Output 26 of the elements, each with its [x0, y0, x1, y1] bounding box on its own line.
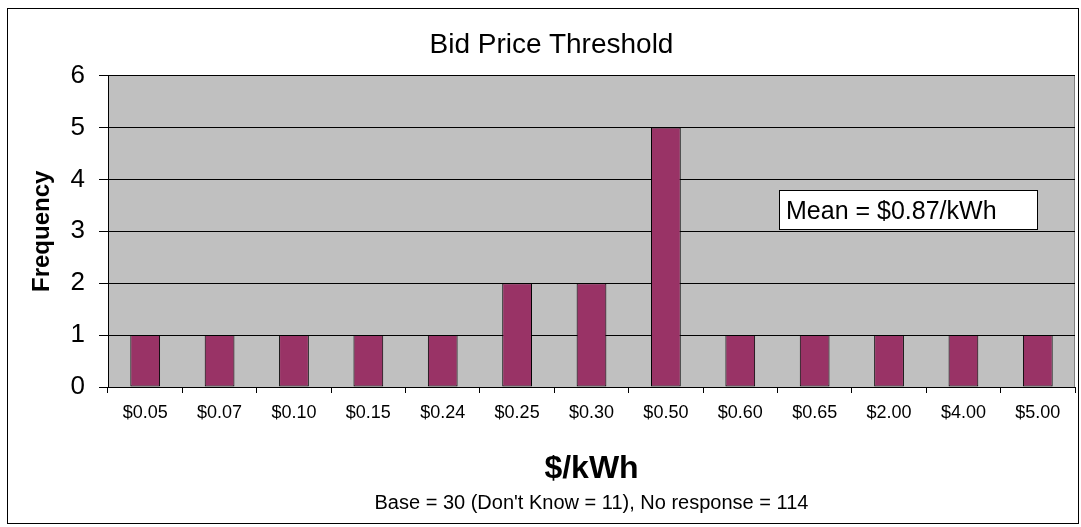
x-tick-label: $0.10 — [271, 401, 317, 422]
x-tick-label: $0.24 — [420, 401, 466, 422]
y-axis-title: Frequency — [27, 169, 55, 292]
x-tick-label: $5.00 — [1015, 401, 1061, 422]
x-tick-label: $0.15 — [345, 401, 391, 422]
y-tick-label: 3 — [70, 214, 85, 245]
y-tick-label: 1 — [70, 318, 85, 349]
y-tick-label: 4 — [70, 162, 85, 193]
x-tick-label: $0.07 — [197, 401, 243, 422]
x-tick-label: $0.65 — [792, 401, 838, 422]
text-box: Mean = $0.87/kWh — [779, 189, 1038, 230]
y-tick-label: 5 — [70, 110, 85, 141]
x-tick-label: $0.60 — [717, 401, 763, 422]
x-tick-label: $0.50 — [643, 401, 689, 422]
chart-title: Bid Price Threshold — [429, 27, 674, 59]
x-tick-label: $0.25 — [494, 401, 540, 422]
text: Base = 30 (Don't Know = 11), No response = 114 — [374, 491, 809, 513]
x-tick-label: $2.00 — [866, 401, 912, 422]
y-tick-label: 2 — [70, 266, 85, 297]
x-tick-label: $0.30 — [568, 401, 615, 422]
annotation: Mean = $0.87/kWh — [786, 195, 997, 224]
x-tick-label: $0.05 — [122, 401, 168, 422]
y-tick-label: 0 — [70, 370, 85, 401]
y-tick-label: 6 — [70, 58, 85, 89]
x-axis-title: $/kWh — [544, 448, 639, 485]
x-tick-label: $4.00 — [940, 401, 986, 422]
